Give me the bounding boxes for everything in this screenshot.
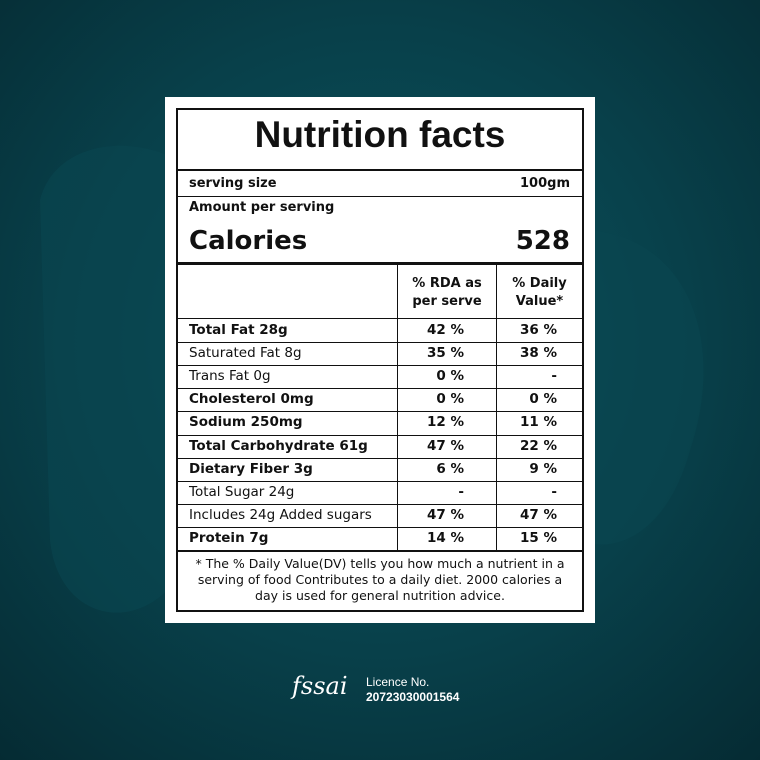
dv-value: - <box>551 483 557 500</box>
row-line <box>178 434 582 436</box>
label-border <box>176 108 584 612</box>
nutrient-name: Protein 7g <box>189 529 269 546</box>
rda-value: - <box>458 483 464 500</box>
rda-value: 6 % <box>436 460 464 477</box>
fssai-logo: fssai <box>292 672 348 700</box>
dv-value: 47 % <box>519 506 557 523</box>
rda-value: 47 % <box>426 437 464 454</box>
nutrient-name: Total Carbohydrate 61g <box>189 437 368 454</box>
title: Nutrition facts <box>254 114 506 155</box>
row-line <box>178 411 582 413</box>
row-line <box>178 388 582 390</box>
dv-value: 15 % <box>519 529 557 546</box>
row-line <box>178 365 582 367</box>
header: % RDA as <box>412 276 482 291</box>
row-line <box>178 550 582 552</box>
dv-value: 36 % <box>519 322 557 338</box>
nutrient-name: Trans Fat 0g <box>189 368 271 385</box>
dv-value: - <box>551 368 557 385</box>
header: Value* <box>515 294 564 309</box>
header: per serve <box>412 294 482 309</box>
row-line <box>178 342 582 344</box>
rda-value: 42 % <box>426 322 464 338</box>
row-line <box>178 480 582 482</box>
footnote-line: * The % Daily Value(DV) tells you how mu… <box>195 556 565 571</box>
column-line <box>496 265 497 550</box>
footnote-line: day is used for general nutrition advice… <box>255 588 505 603</box>
header: % Daily <box>512 276 567 291</box>
dv-value: 0 % <box>529 391 557 408</box>
row-line <box>178 503 582 505</box>
amount-per-serving: Amount per serving <box>189 200 335 215</box>
rda-value: 35 % <box>426 345 464 362</box>
calories-label: Calories <box>189 226 308 256</box>
card <box>165 97 595 623</box>
dv-value: 9 % <box>529 460 557 477</box>
licence-label: Licence No. <box>366 675 430 689</box>
rda-value: 0 % <box>436 391 464 408</box>
footnote-line: serving of food Contributes to a daily d… <box>197 572 563 587</box>
nutrient-name: Saturated Fat 8g <box>189 345 302 362</box>
column-line <box>397 265 398 550</box>
thick-divider <box>178 262 582 265</box>
dv-value: 22 % <box>519 437 557 454</box>
serving-label: serving size <box>189 176 277 191</box>
dv-value: 38 % <box>519 345 557 362</box>
calories-value: 528 <box>515 226 570 256</box>
serving-size: 100gm <box>520 176 570 191</box>
dv-value: 11 % <box>519 414 557 431</box>
nutrient-name: Total Sugar 24g <box>189 483 295 500</box>
nutrient-name: Cholesterol 0mg <box>189 391 314 408</box>
rda-value: 14 % <box>426 529 464 546</box>
rda-value: 0 % <box>436 368 464 385</box>
divider <box>178 169 582 171</box>
nutrient-name: Sodium 250mg <box>189 414 303 431</box>
divider <box>178 196 582 197</box>
rda-value: 12 % <box>426 414 464 431</box>
row-line <box>178 457 582 459</box>
rda-value: 47 % <box>426 506 464 523</box>
divider <box>178 318 582 319</box>
nutrient-name: Includes 24g Added sugars <box>189 506 372 523</box>
row-line <box>178 526 582 528</box>
nutrient-name: Total Fat 28g <box>189 322 288 338</box>
licence-number: 20723030001564 <box>366 690 460 704</box>
nutrient-name: Dietary Fiber 3g <box>189 460 313 477</box>
